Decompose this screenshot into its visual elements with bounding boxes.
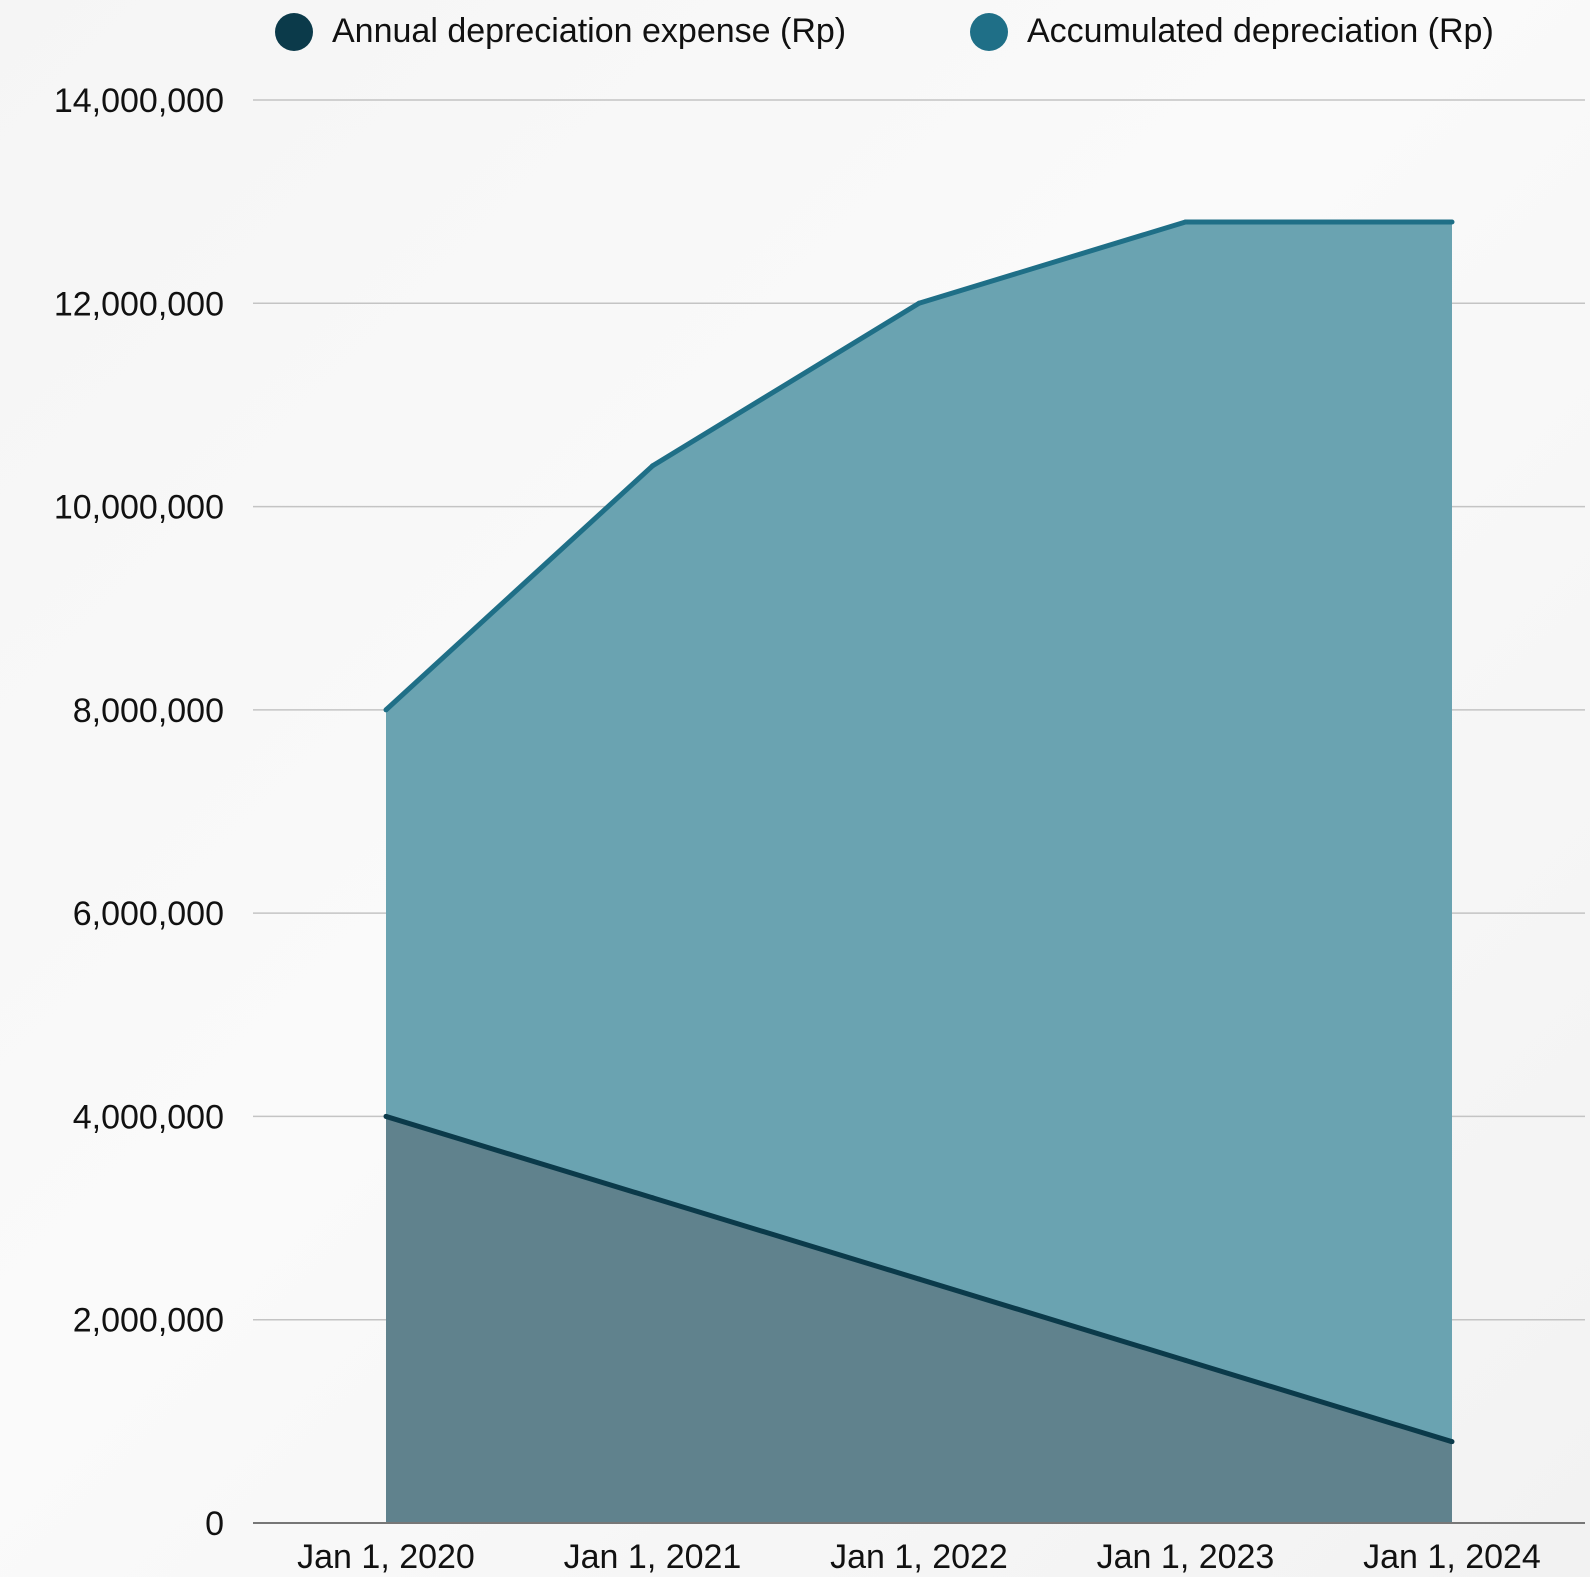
point-accumulated xyxy=(650,463,655,469)
y-tick-label: 0 xyxy=(205,1505,224,1543)
x-tick-label: Jan 1, 2023 xyxy=(1097,1538,1275,1576)
point-annual-expense xyxy=(383,1113,389,1119)
point-annual-expense xyxy=(916,1276,922,1282)
x-tick-label: Jan 1, 2022 xyxy=(830,1538,1008,1576)
y-tick-label: 6,000,000 xyxy=(73,895,224,933)
point-accumulated xyxy=(383,707,389,713)
point-annual-expense xyxy=(650,1195,655,1201)
legend-label-annual-expense: Annual depreciation expense (Rp) xyxy=(332,12,846,50)
x-tick-label: Jan 1, 2021 xyxy=(564,1538,742,1576)
point-accumulated xyxy=(916,300,922,306)
x-tick-label: Jan 1, 2024 xyxy=(1363,1538,1541,1576)
area-annual-expense xyxy=(386,1116,1452,1523)
legend: Annual depreciation expense (Rp) Accumul… xyxy=(275,12,1494,51)
y-tick-label: 8,000,000 xyxy=(73,692,224,730)
series-areas xyxy=(386,221,1452,1523)
legend-label-accumulated: Accumulated depreciation (Rp) xyxy=(1027,12,1494,50)
point-annual-expense xyxy=(1183,1357,1188,1363)
legend-marker-annual-expense xyxy=(275,13,313,51)
legend-marker-accumulated xyxy=(970,13,1008,51)
point-accumulated xyxy=(1449,219,1455,225)
series-lines xyxy=(383,219,1455,1445)
point-accumulated xyxy=(1183,219,1188,225)
x-axis-tick-labels: Jan 1, 2020 Jan 1, 2021 Jan 1, 2022 Jan 1, … xyxy=(297,1538,1541,1576)
x-tick-label: Jan 1, 2020 xyxy=(297,1538,475,1576)
y-axis-tick-labels: 0 2,000,000 4,000,000 6,000,000 8,000,000 10,… xyxy=(54,82,224,1543)
y-tick-label: 4,000,000 xyxy=(73,1098,224,1136)
y-tick-label: 14,000,000 xyxy=(54,82,224,120)
y-tick-label: 12,000,000 xyxy=(54,285,224,323)
y-tick-label: 10,000,000 xyxy=(54,489,224,527)
point-annual-expense xyxy=(1449,1439,1455,1445)
y-tick-label: 2,000,000 xyxy=(73,1302,224,1340)
